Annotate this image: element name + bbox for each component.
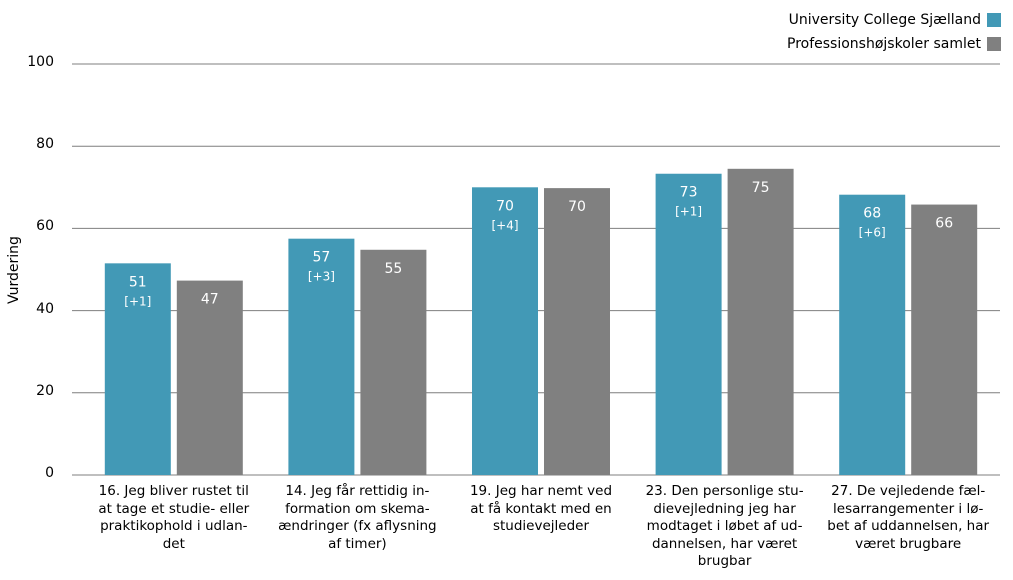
bar-diff-label: [+3] [308,270,335,284]
bar-total-2 [544,188,610,475]
bar-value-label: 70 [496,198,514,214]
x-category-label: 19. Jeg har nemt ved at få kontakt med en… [469,483,613,534]
legend-label-total: Professionshøjskoler samlet [787,36,981,52]
x-category-label: 16. Jeg bliver rustet til at tage et stud… [98,483,250,552]
x-category-label: 23. Den personlige stu-dievejledning jeg… [645,483,804,569]
bar-value-label: 47 [201,292,219,308]
bar-diff-label: [+1] [124,294,151,308]
bar-value-label: 75 [752,180,770,196]
y-tick-label: 0 [45,465,54,481]
bar-diff-label: [+6] [859,226,886,240]
bar-value-label: 57 [312,250,330,266]
bar-total-4 [911,204,978,475]
bar-total-3 [727,168,794,475]
legend-swatch-total [987,37,1001,51]
bar-ucs-0 [104,263,171,475]
bar-ucs-2 [472,187,538,476]
x-category-label: 27. De vejledende fæl-lesarrangementer i… [827,483,990,552]
bar-diff-label: [+4] [491,218,518,232]
y-tick-label: 20 [36,382,54,399]
bar-ucs-1 [288,238,355,475]
legend: University College Sjælland Professionsh… [787,8,1001,56]
legend-item-total: Professionshøjskoler samlet [787,32,1001,56]
bar-diff-label: [+1] [675,205,702,219]
bar-value-label: 51 [129,274,147,290]
bar-value-label: 68 [863,206,881,222]
bar-value-label: 66 [935,216,953,232]
legend-item-ucs: University College Sjælland [787,8,1001,32]
y-tick-label: 60 [36,218,54,235]
bar-ucs-3 [655,173,722,475]
y-tick-label: 100 [27,54,54,70]
legend-label-ucs: University College Sjælland [788,12,981,28]
bar-value-label: 73 [680,185,698,201]
legend-swatch-ucs [987,13,1001,27]
bar-value-label: 55 [384,261,402,277]
y-tick-label: 80 [36,136,54,153]
y-tick-label: 40 [36,300,54,317]
bar-total-1 [360,249,427,475]
bar-value-label: 70 [568,199,586,215]
x-category-label: 14. Jeg får rettidig in-formation om ske… [278,483,437,552]
bar-ucs-4 [839,194,906,475]
bar-total-0 [176,280,243,475]
